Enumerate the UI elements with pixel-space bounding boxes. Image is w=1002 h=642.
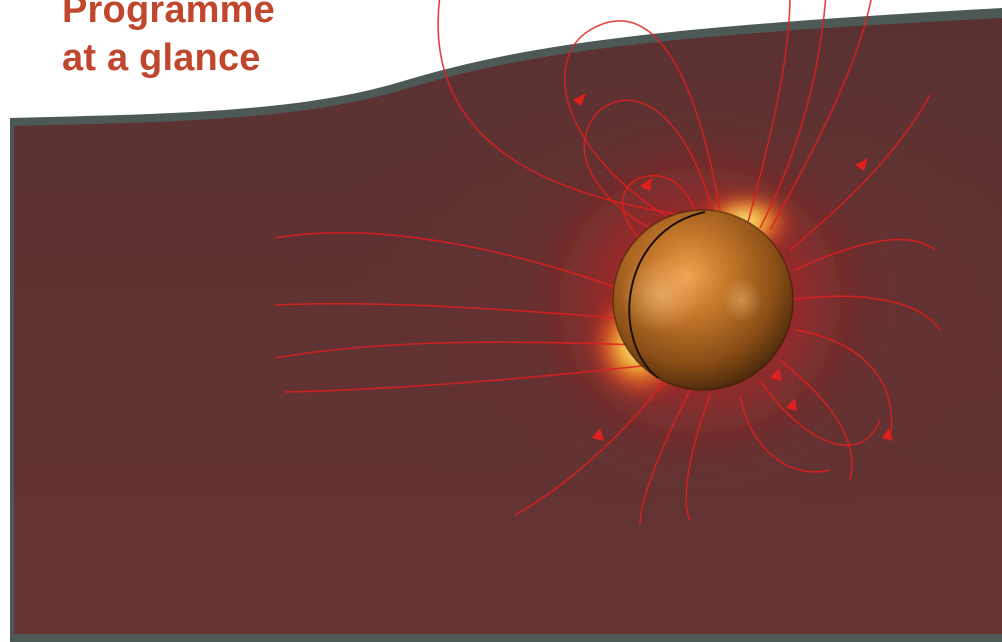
field-arrows <box>573 93 893 441</box>
heading-line-2: at a glance <box>62 37 261 79</box>
page-heading: Programme at a glance <box>62 0 275 82</box>
heading-line-1: Programme <box>62 0 275 31</box>
metal-sphere <box>612 209 794 391</box>
field-lines <box>274 0 941 526</box>
